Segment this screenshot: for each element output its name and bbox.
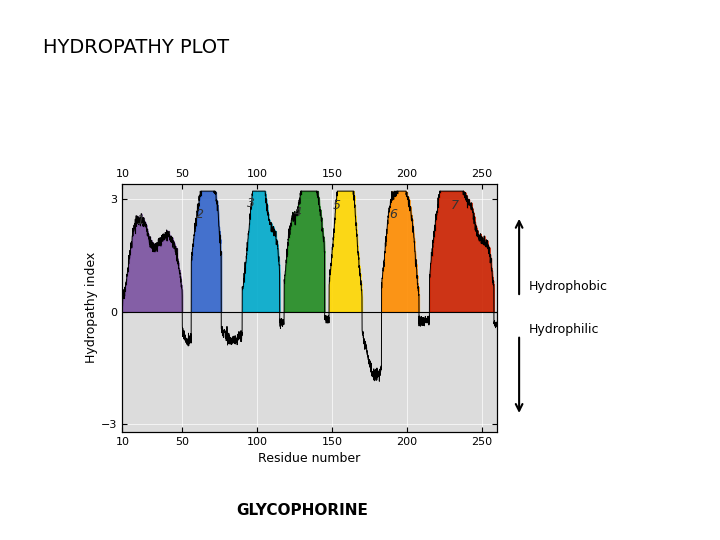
Text: HYDROPATHY PLOT: HYDROPATHY PLOT <box>43 38 230 57</box>
Y-axis label: Hydropathy index: Hydropathy index <box>86 252 99 363</box>
Text: 1: 1 <box>136 214 145 227</box>
X-axis label: Residue number: Residue number <box>258 453 361 465</box>
Text: 6: 6 <box>390 208 397 221</box>
Text: 4: 4 <box>294 206 302 219</box>
Text: Hydrophobic: Hydrophobic <box>529 280 608 293</box>
Text: Hydrophilic: Hydrophilic <box>529 323 600 336</box>
Text: 2: 2 <box>197 208 204 221</box>
Text: 7: 7 <box>451 199 459 212</box>
Text: 5: 5 <box>333 199 341 212</box>
Text: GLYCOPHORINE: GLYCOPHORINE <box>236 503 369 518</box>
Text: 3: 3 <box>247 197 255 210</box>
